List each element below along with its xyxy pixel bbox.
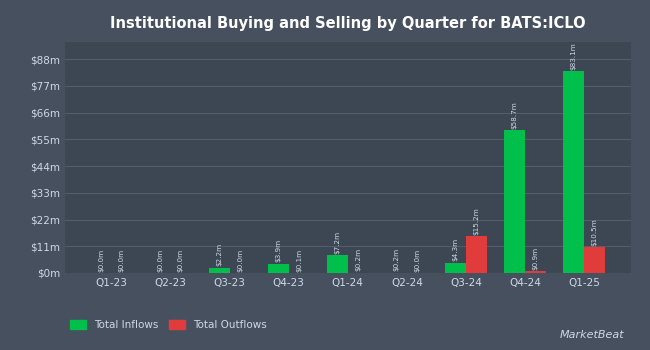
Text: $0.0m: $0.0m — [178, 248, 184, 272]
Text: $83.1m: $83.1m — [571, 42, 577, 70]
Text: $2.2m: $2.2m — [216, 243, 222, 266]
Text: $0.0m: $0.0m — [119, 248, 125, 272]
Text: $15.2m: $15.2m — [473, 207, 479, 235]
Legend: Total Inflows, Total Outflows: Total Inflows, Total Outflows — [70, 320, 266, 330]
Text: $7.2m: $7.2m — [334, 231, 341, 254]
Bar — [584, 247, 604, 273]
Text: $0.0m: $0.0m — [157, 248, 163, 272]
Text: $0.2m: $0.2m — [355, 248, 361, 271]
Bar — [504, 130, 525, 273]
Title: Institutional Buying and Selling by Quarter for BATS:ICLO: Institutional Buying and Selling by Quar… — [110, 16, 586, 31]
Text: $3.9m: $3.9m — [276, 239, 281, 262]
Text: $0.2m: $0.2m — [393, 248, 400, 271]
Text: MarketBeat: MarketBeat — [560, 329, 624, 340]
Bar — [466, 236, 487, 273]
Text: $10.5m: $10.5m — [592, 218, 597, 246]
Bar — [525, 271, 546, 273]
Text: $0.1m: $0.1m — [296, 248, 302, 272]
Text: $4.3m: $4.3m — [452, 238, 459, 261]
Bar — [327, 256, 348, 273]
Bar — [445, 262, 466, 273]
Text: $0.9m: $0.9m — [532, 246, 538, 270]
Bar — [564, 71, 584, 273]
Text: $0.0m: $0.0m — [414, 248, 420, 272]
Bar — [209, 268, 229, 273]
Text: $0.0m: $0.0m — [237, 248, 243, 272]
Text: $58.7m: $58.7m — [512, 101, 517, 129]
Text: $0.0m: $0.0m — [98, 248, 104, 272]
Bar — [268, 264, 289, 273]
